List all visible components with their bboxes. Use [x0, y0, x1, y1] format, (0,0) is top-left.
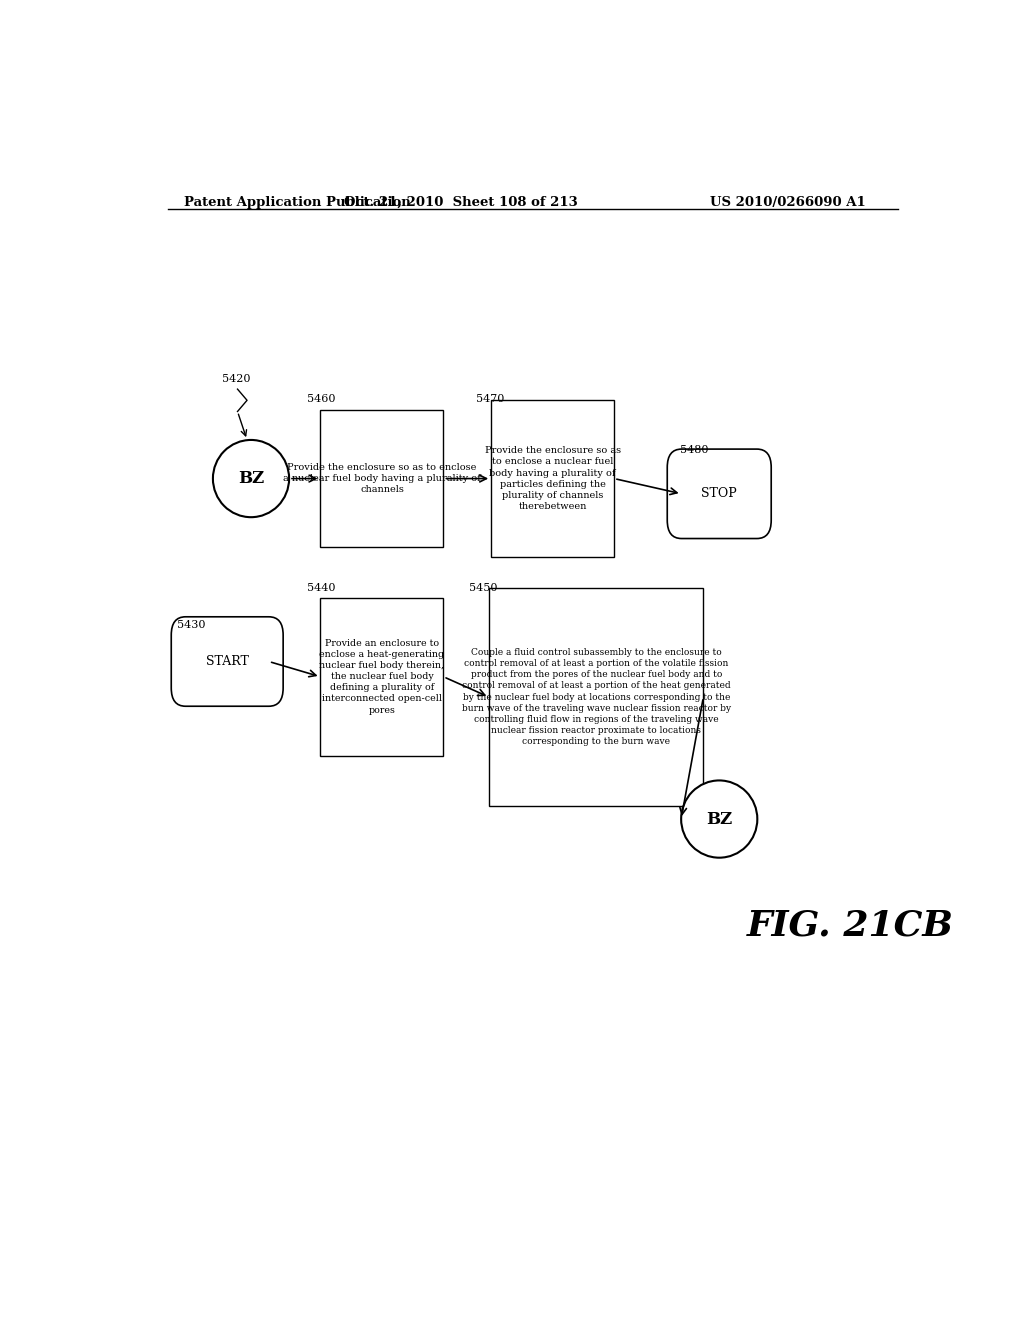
Text: Provide the enclosure so as to enclose
a nuclear fuel body having a plurality of: Provide the enclosure so as to enclose a…: [283, 463, 481, 494]
Text: 5440: 5440: [307, 583, 336, 594]
Text: START: START: [206, 655, 249, 668]
Ellipse shape: [213, 440, 289, 517]
Text: 5460: 5460: [307, 395, 336, 404]
Text: US 2010/0266090 A1: US 2010/0266090 A1: [711, 195, 866, 209]
FancyBboxPatch shape: [321, 411, 443, 548]
Text: 5480: 5480: [680, 445, 708, 455]
FancyBboxPatch shape: [492, 400, 614, 557]
Text: STOP: STOP: [701, 487, 737, 500]
FancyBboxPatch shape: [171, 616, 284, 706]
Text: FIG. 21CB: FIG. 21CB: [748, 908, 954, 942]
Text: BZ: BZ: [238, 470, 264, 487]
FancyBboxPatch shape: [489, 587, 703, 807]
Ellipse shape: [681, 780, 758, 858]
Text: Provide the enclosure so as
to enclose a nuclear fuel
body having a plurality of: Provide the enclosure so as to enclose a…: [484, 446, 621, 511]
Text: Couple a fluid control subassembly to the enclosure to
control removal of at lea: Couple a fluid control subassembly to th…: [462, 648, 731, 746]
Text: BZ: BZ: [707, 810, 732, 828]
Text: 5470: 5470: [475, 395, 504, 404]
FancyBboxPatch shape: [668, 449, 771, 539]
Text: Provide an enclosure to
enclose a heat-generating
nuclear fuel body therein,
the: Provide an enclosure to enclose a heat-g…: [319, 639, 444, 714]
Text: 5430: 5430: [177, 620, 206, 630]
FancyBboxPatch shape: [321, 598, 443, 755]
Text: 5420: 5420: [221, 374, 250, 384]
Text: Patent Application Publication: Patent Application Publication: [183, 195, 411, 209]
Text: 5450: 5450: [469, 583, 498, 594]
Text: Oct. 21, 2010  Sheet 108 of 213: Oct. 21, 2010 Sheet 108 of 213: [344, 195, 579, 209]
